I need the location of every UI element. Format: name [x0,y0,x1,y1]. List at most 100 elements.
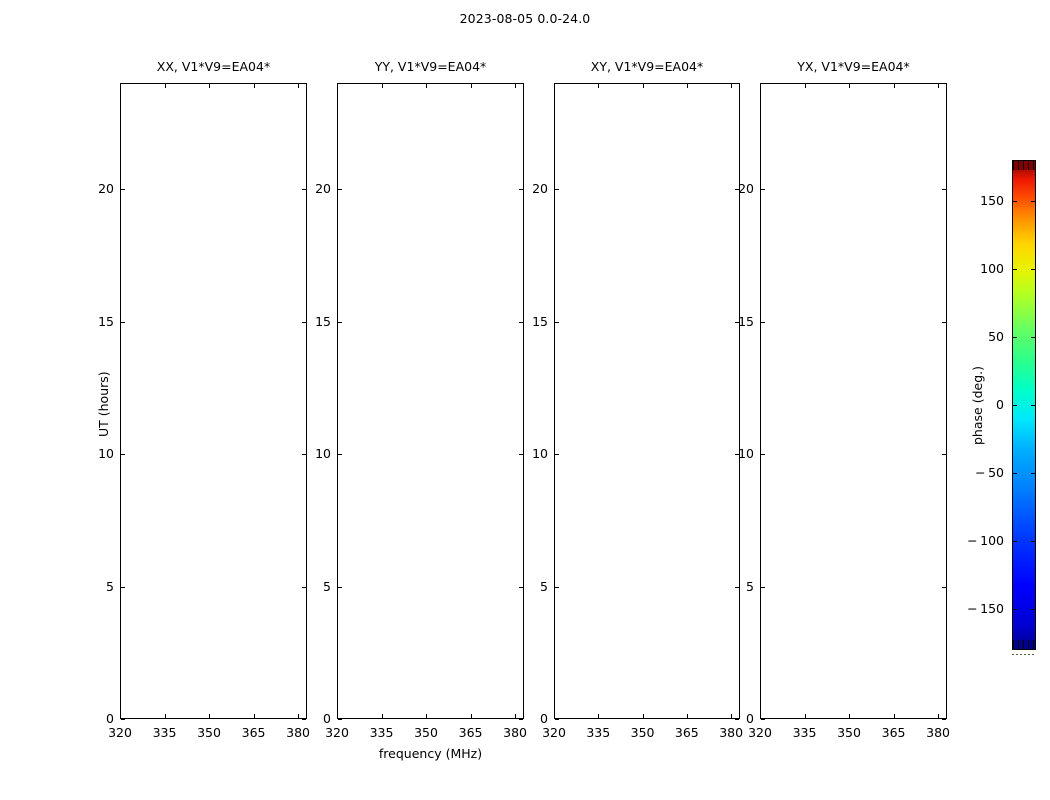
colorbar-tick-label: − 50 [975,465,1004,481]
xtick-label: 365 [458,725,483,740]
ytick [338,587,342,588]
xtick-label: 365 [674,725,699,740]
xtick [554,714,555,718]
colorbar-axis-label: phase (deg.) [970,366,985,445]
ytick [761,719,765,720]
ytick-right [735,454,739,455]
ytick [555,719,559,720]
subplot-title-yx: YX, V1*V9=EA04* [797,59,910,74]
ytick-right [302,322,306,323]
subplot-xx[interactable] [120,83,307,719]
xtick [254,714,255,718]
xtick [337,714,338,718]
ytick-right [519,719,523,720]
xtick-label: 350 [837,725,861,740]
ytick-right [942,454,946,455]
colorbar-tick-label: 50 [988,328,1004,344]
ytick-label: 20 [738,181,754,196]
colorbar-tick-right [1031,609,1036,610]
ytick-label: 5 [323,578,331,594]
xtick-top [209,84,210,88]
xtick-top [731,84,732,88]
xtick-top [426,84,427,88]
ytick-label: 20 [532,181,548,196]
xtick-top [120,84,121,88]
ytick-right [302,189,306,190]
xtick-top [687,84,688,88]
xtick-label: 380 [286,725,311,740]
ytick [761,322,765,323]
ytick-label: 15 [532,313,548,329]
xtick-label: 350 [630,725,655,740]
colorbar-tick [1012,609,1017,610]
colorbar-tick-right [1031,269,1036,270]
colorbar-tick [1012,405,1017,406]
ytick-right [735,322,739,323]
xtick-top [337,84,338,88]
ytick [121,587,125,588]
xtick-label: 335 [152,725,177,740]
xtick-top [805,84,806,88]
colorbar-tick [1012,337,1017,338]
subplot-title-yy: YY, V1*V9=EA04* [374,59,487,74]
figure-suptitle: 2023-08-05 0.0-24.0 [459,11,591,26]
ytick [761,587,765,588]
ytick [555,587,559,588]
ytick-label: 15 [98,313,114,329]
ytick [761,454,765,455]
ytick [121,322,125,323]
colorbar-tick-label: 150 [980,192,1004,208]
xtick [731,714,732,718]
colorbar-tick [1012,269,1017,270]
xtick-label: 350 [414,725,438,740]
xtick-label: 350 [197,725,221,740]
xtick-label: 320 [748,725,772,740]
subplot-xy[interactable] [554,83,740,719]
colorbar-tick-label: − 100 [967,533,1004,549]
ytick-label: 10 [98,446,114,461]
xtick [643,714,644,718]
subplot-yx[interactable] [760,83,947,719]
xtick-label: 365 [241,725,266,740]
ytick [121,454,125,455]
ytick-right [735,719,739,720]
xtick-label: 335 [369,725,394,740]
subplot-title-xy: XY, V1*V9=EA04* [590,59,704,74]
ytick-right [519,189,523,190]
xtick-top [165,84,166,88]
subplot-yy[interactable] [337,83,524,719]
colorbar-tick-label: 100 [980,260,1004,276]
xtick [760,714,761,718]
ytick-right [942,189,946,190]
ytick-label: 10 [532,446,548,461]
colorbar-tick-label: − 150 [967,601,1004,617]
y-axis-label: UT (hours) [96,371,111,437]
colorbar-tick-label: 0 [996,397,1004,412]
ytick-right [735,189,739,190]
colorbar-baseline [1012,654,1036,655]
ytick [555,189,559,190]
colorbar-tick [1012,473,1017,474]
ytick [338,189,342,190]
xtick-label: 320 [542,725,566,740]
ytick-label: 5 [106,578,114,594]
xtick-top [849,84,850,88]
xtick [298,714,299,718]
ytick-label: 5 [540,578,548,594]
ytick-label: 10 [738,446,754,461]
xtick [938,714,939,718]
ytick-right [519,587,523,588]
xtick-top [254,84,255,88]
xtick-top [382,84,383,88]
ytick-label: 5 [746,578,754,594]
xtick-label: 335 [792,725,817,740]
ytick-label: 15 [315,313,331,329]
xtick-label: 380 [926,725,951,740]
ytick-label: 20 [315,181,331,196]
xtick [687,714,688,718]
xtick-top [554,84,555,88]
xtick-label: 365 [881,725,906,740]
xtick-top [894,84,895,88]
xtick-label: 380 [719,725,744,740]
xtick [471,714,472,718]
